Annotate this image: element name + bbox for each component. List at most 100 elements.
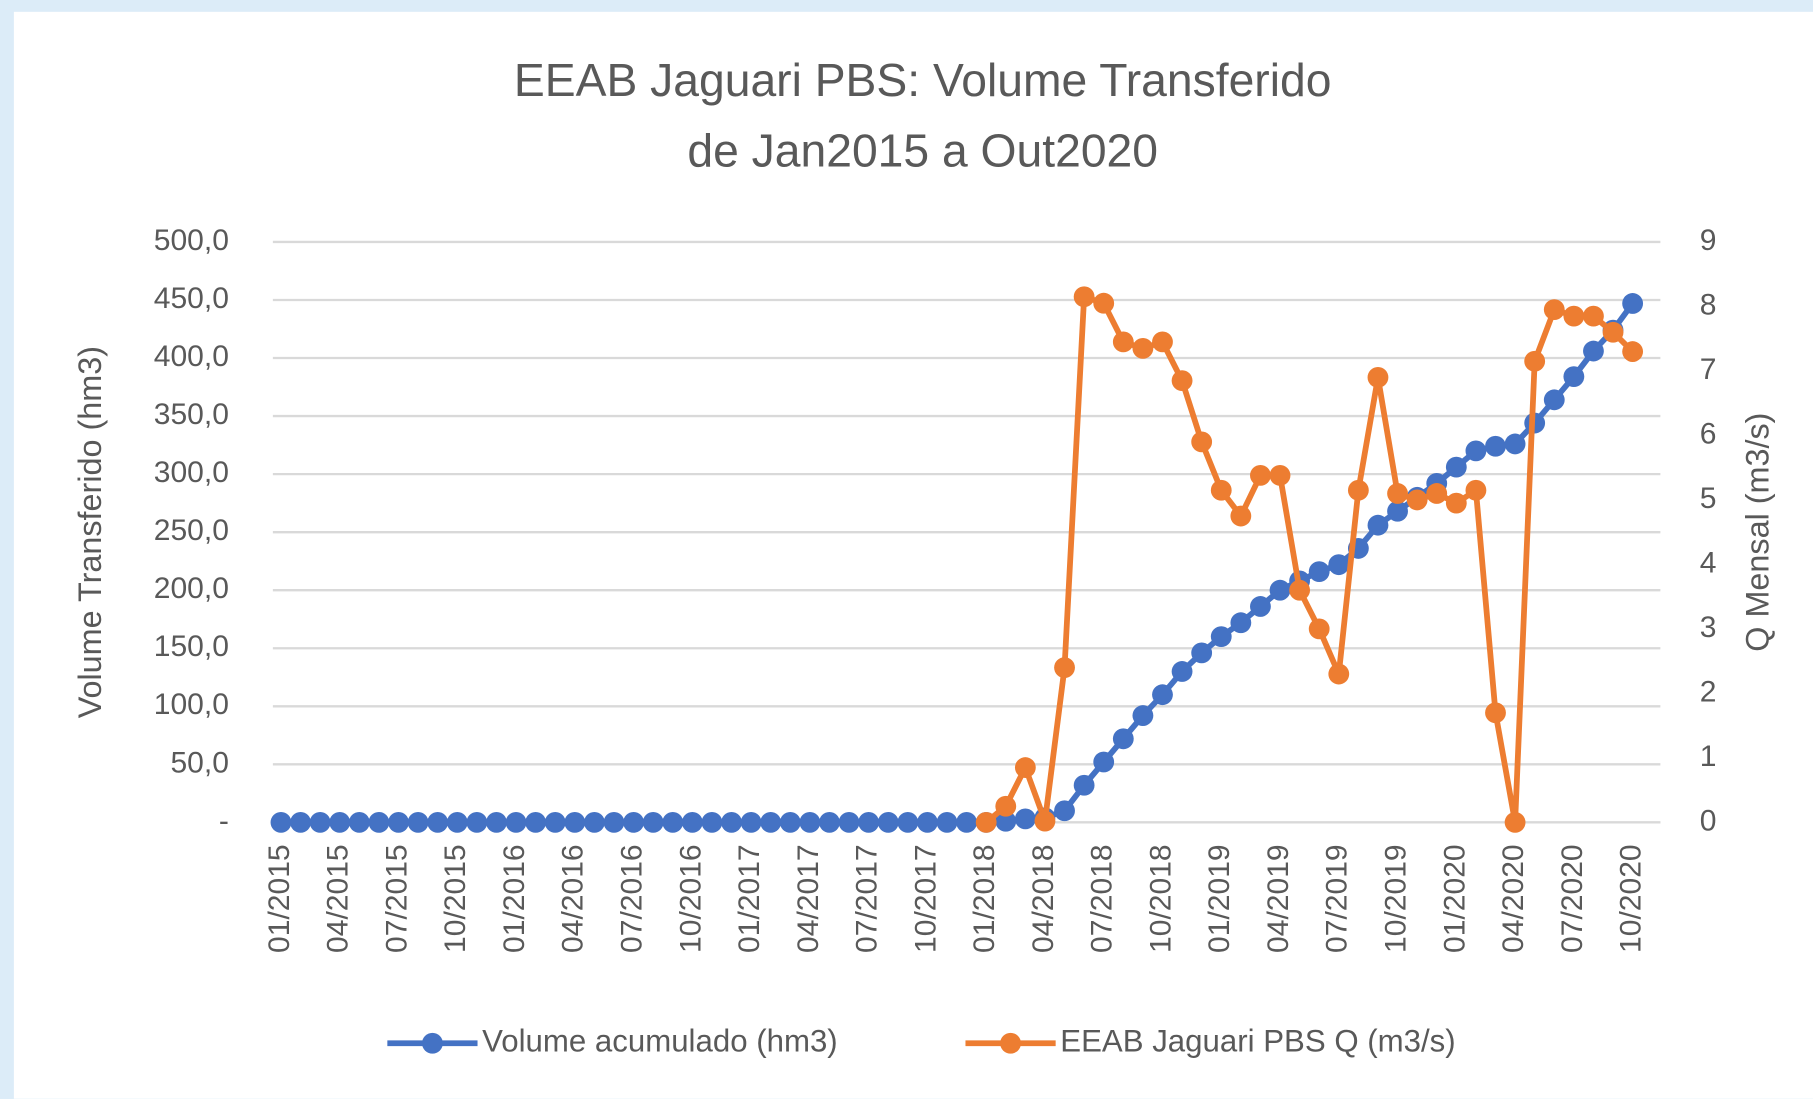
point — [1563, 366, 1585, 388]
point — [956, 811, 977, 833]
point — [1465, 479, 1487, 501]
y2-axis-title: Q Mensal (m3/s) — [1739, 413, 1775, 652]
point — [505, 811, 527, 833]
x-tick-label: 01/2019 — [1203, 844, 1236, 953]
y2-tick-label: 7 — [1700, 353, 1717, 386]
y-tick-label: 400,0 — [154, 340, 229, 373]
point — [270, 811, 292, 833]
point — [1210, 626, 1232, 648]
point — [388, 811, 409, 833]
point — [1563, 305, 1585, 327]
point — [642, 811, 664, 833]
point — [525, 811, 547, 833]
point — [1543, 389, 1565, 411]
y2-tick-label: 9 — [1700, 224, 1717, 257]
point — [1014, 757, 1036, 778]
point — [740, 811, 762, 833]
point — [1054, 657, 1075, 678]
point — [1465, 440, 1487, 462]
point — [1543, 299, 1565, 321]
x-tick-label: 07/2016 — [616, 844, 649, 953]
point — [1132, 337, 1154, 359]
point — [1622, 341, 1644, 362]
point — [1347, 479, 1369, 501]
point — [1406, 489, 1428, 511]
point — [486, 811, 507, 833]
point — [1152, 684, 1173, 706]
point — [1622, 293, 1644, 314]
point — [975, 811, 997, 833]
point — [1308, 618, 1330, 640]
x-tick-label: 10/2017 — [909, 844, 942, 953]
x-tick-label: 07/2020 — [1556, 844, 1589, 953]
point — [1367, 366, 1389, 388]
point — [1426, 483, 1448, 504]
point — [858, 811, 880, 833]
point — [1014, 808, 1036, 830]
point — [1269, 464, 1291, 486]
point — [1250, 464, 1271, 486]
x-tick-label: 07/2017 — [851, 844, 884, 953]
point — [1112, 331, 1134, 353]
point — [1152, 331, 1173, 353]
x-tick-label: 10/2019 — [1379, 844, 1412, 953]
legend-label: Volume acumulado (hm3) — [482, 1023, 838, 1058]
point — [623, 811, 644, 833]
point — [1583, 305, 1604, 327]
y-tick-label: 100,0 — [154, 688, 229, 721]
y-tick-label: 250,0 — [154, 514, 229, 547]
point — [1445, 456, 1467, 478]
point — [1524, 350, 1546, 372]
x-tick-label: 04/2019 — [1262, 844, 1295, 953]
point — [838, 811, 860, 833]
y2-tick-label: 4 — [1700, 546, 1717, 579]
chart-title: EEAB Jaguari PBS: Volume Transferido — [514, 54, 1332, 106]
y2-tick-label: 8 — [1700, 288, 1717, 321]
point — [407, 811, 429, 833]
point — [1073, 286, 1095, 308]
point — [1093, 292, 1115, 314]
point — [1250, 596, 1271, 617]
x-tick-label: 10/2018 — [1144, 844, 1177, 953]
x-tick-label: 07/2015 — [380, 844, 413, 953]
point — [662, 811, 684, 833]
point — [936, 811, 958, 833]
point — [897, 811, 919, 833]
point — [1132, 705, 1154, 726]
point — [1073, 774, 1095, 796]
point — [368, 811, 390, 833]
chart-title: de Jan2015 a Out2020 — [687, 124, 1158, 176]
point — [1504, 811, 1526, 833]
y2-tick-label: 3 — [1700, 611, 1717, 644]
point — [290, 811, 311, 833]
x-tick-label: 04/2016 — [557, 844, 590, 953]
legend-marker — [422, 1032, 443, 1054]
x-tick-label: 04/2015 — [322, 844, 355, 953]
point — [1583, 340, 1604, 362]
x-tick-label: 07/2018 — [1086, 844, 1119, 953]
point — [466, 811, 488, 833]
point — [348, 811, 370, 833]
point — [1230, 612, 1252, 634]
x-tick-label: 04/2017 — [792, 844, 825, 953]
point — [995, 810, 1017, 832]
point — [779, 811, 801, 833]
x-tick-label: 10/2020 — [1615, 844, 1648, 953]
x-tick-label: 01/2020 — [1438, 844, 1471, 953]
x-tick-label: 04/2020 — [1497, 844, 1530, 953]
legend-label: EEAB Jaguari PBS Q (m3/s) — [1060, 1023, 1455, 1058]
point — [760, 811, 782, 833]
x-tick-label: 10/2015 — [439, 844, 472, 953]
point — [1328, 554, 1350, 576]
point — [1445, 492, 1467, 514]
y-tick-label: 450,0 — [154, 282, 229, 315]
point — [799, 811, 821, 833]
point — [329, 811, 351, 833]
x-tick-label: 01/2017 — [733, 844, 766, 953]
point — [917, 811, 938, 833]
point — [1308, 561, 1330, 583]
point — [1191, 431, 1213, 453]
y-tick-label: 300,0 — [154, 456, 229, 489]
